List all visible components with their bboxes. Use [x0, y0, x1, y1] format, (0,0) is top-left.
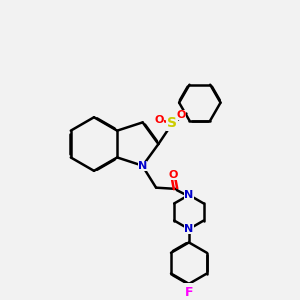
Text: O: O: [154, 115, 164, 125]
Text: N: N: [138, 161, 147, 171]
Text: S: S: [167, 116, 177, 130]
Text: O: O: [168, 170, 178, 181]
Text: F: F: [185, 286, 193, 299]
Text: N: N: [184, 190, 194, 200]
Text: O: O: [177, 110, 186, 120]
Text: N: N: [184, 224, 194, 234]
